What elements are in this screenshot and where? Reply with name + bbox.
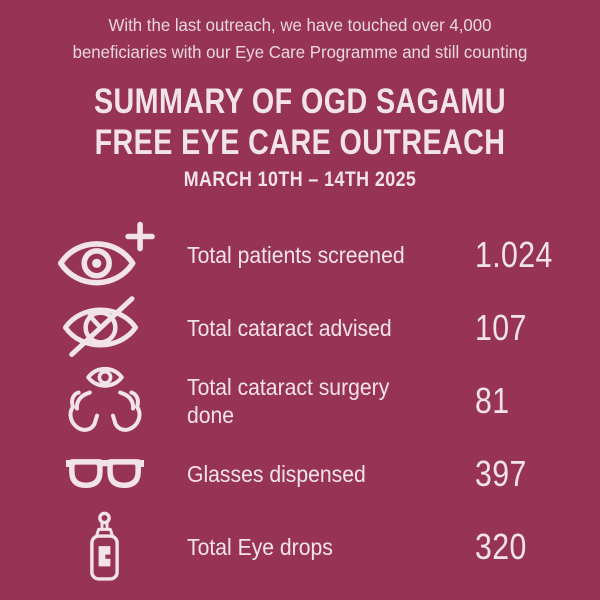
intro-line-2: beneficiaries with our Eye Care Programm… bbox=[72, 42, 528, 62]
stat-label: Total Eye drops bbox=[187, 533, 333, 560]
page-title: SUMMARY OF OGD SAGAMU FREE EYE CARE OUTR… bbox=[54, 81, 546, 163]
stat-row-glasses-dispensed: Glasses dispensed 397 bbox=[0, 437, 600, 510]
stat-label: Total patients screened bbox=[187, 241, 405, 268]
stats-list: Total patients screened 1.024 Total cata… bbox=[0, 218, 600, 583]
stat-label: Total cataract surgery done bbox=[187, 373, 390, 428]
stat-value: 320 bbox=[475, 525, 527, 567]
date-range: MARCH 10TH – 14TH 2025 bbox=[183, 168, 417, 191]
stat-value: 107 bbox=[475, 306, 527, 348]
stat-value: 397 bbox=[475, 452, 527, 494]
stat-label: Total cataract advised bbox=[187, 314, 392, 341]
stat-row-cataract-surgery: Total cataract surgery done 81 bbox=[0, 364, 600, 437]
eye-plus-icon bbox=[0, 219, 187, 291]
title-line-2: FREE EYE CARE OUTREACH bbox=[94, 123, 506, 162]
stat-row-cataract-advised: Total cataract advised 107 bbox=[0, 291, 600, 364]
title-line-1: SUMMARY OF OGD SAGAMU bbox=[93, 82, 506, 121]
dropper-bottle-icon bbox=[0, 507, 187, 587]
glasses-icon bbox=[0, 456, 187, 492]
stat-row-eye-drops: Total Eye drops 320 bbox=[0, 510, 600, 583]
stat-row-patients-screened: Total patients screened 1.024 bbox=[0, 218, 600, 291]
stat-value: 81 bbox=[475, 379, 510, 421]
intro-text: With the last outreach, we have touched … bbox=[12, 0, 588, 66]
stat-label: Glasses dispensed bbox=[187, 460, 366, 487]
intro-line-1: With the last outreach, we have touched … bbox=[108, 15, 492, 35]
eye-crossed-icon bbox=[0, 296, 187, 359]
stat-value: 1.024 bbox=[475, 233, 553, 275]
eye-in-hands-icon bbox=[0, 362, 187, 439]
